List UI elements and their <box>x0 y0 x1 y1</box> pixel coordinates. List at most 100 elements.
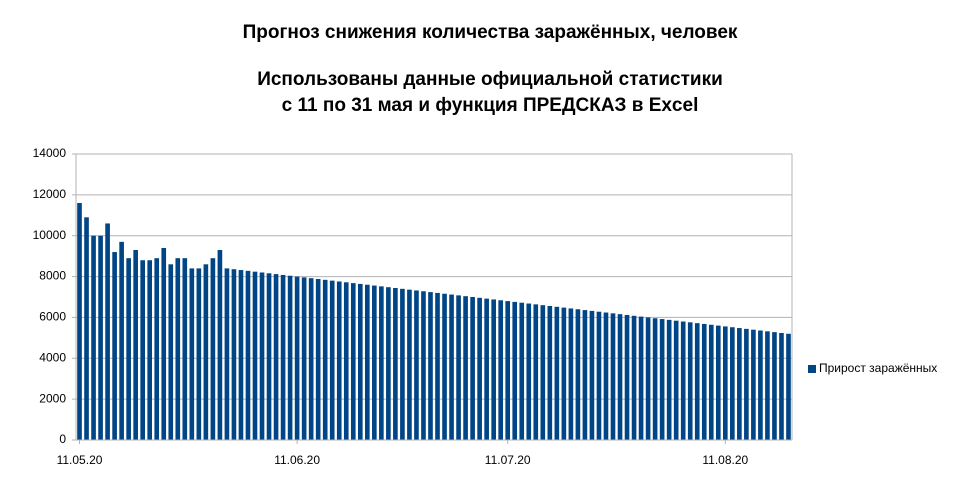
bar <box>84 217 89 440</box>
bar <box>596 311 602 440</box>
bar <box>238 270 244 440</box>
bar <box>287 275 293 440</box>
bar <box>694 323 700 440</box>
bar <box>315 279 321 440</box>
bar <box>533 304 539 440</box>
bar <box>442 293 447 440</box>
legend-swatch <box>808 365 816 373</box>
bar <box>463 296 468 440</box>
bar <box>140 260 146 440</box>
bar <box>105 223 110 440</box>
bar <box>779 332 784 440</box>
y-tick-label: 2000 <box>39 391 66 405</box>
bar <box>582 310 588 440</box>
bar <box>245 270 251 440</box>
bar <box>659 319 665 440</box>
bar <box>687 322 693 440</box>
x-tick-label: 11.06.20 <box>274 453 320 467</box>
bar <box>498 300 504 440</box>
bar <box>758 330 763 440</box>
bar <box>421 291 426 440</box>
bar <box>350 283 356 440</box>
bar <box>364 284 370 440</box>
bar <box>98 235 103 440</box>
bar <box>765 331 770 440</box>
bar <box>126 258 131 440</box>
x-tick-label: 11.07.20 <box>485 453 531 467</box>
y-tick-label: 12000 <box>33 187 67 201</box>
bar <box>751 329 756 440</box>
bar <box>266 273 272 440</box>
bar <box>133 250 138 440</box>
y-tick-label: 10000 <box>33 228 67 242</box>
bar <box>512 301 518 440</box>
chart-subtitle: Использованы данные официальной статисти… <box>257 69 723 90</box>
bar <box>561 307 567 440</box>
chart-title: Прогноз снижения количества заражённых, … <box>243 22 738 43</box>
bar <box>414 290 419 440</box>
bar <box>273 274 279 440</box>
bar <box>231 269 237 440</box>
y-tick-label: 0 <box>59 432 66 446</box>
bar <box>786 333 791 440</box>
bar <box>252 271 258 440</box>
y-tick-label: 6000 <box>39 310 66 324</box>
bar <box>715 325 721 440</box>
bar <box>336 281 342 440</box>
bar <box>701 323 707 440</box>
bar <box>322 279 328 440</box>
bar <box>519 302 525 440</box>
bar <box>645 317 651 440</box>
bar <box>217 250 223 440</box>
bar <box>400 288 405 440</box>
bar <box>737 328 742 440</box>
bar <box>147 260 153 440</box>
bar <box>308 278 314 440</box>
bar <box>407 289 412 440</box>
bar <box>379 286 384 440</box>
bar <box>189 268 195 440</box>
bar <box>652 318 658 440</box>
bar <box>470 297 475 440</box>
bar <box>203 264 209 440</box>
bar <box>112 252 117 440</box>
bar <box>540 305 546 440</box>
bar <box>680 321 686 440</box>
bar <box>673 320 679 440</box>
bar <box>610 313 616 440</box>
bar <box>210 258 216 440</box>
bar <box>666 319 672 440</box>
bar <box>393 288 398 440</box>
y-tick-label: 14000 <box>33 146 67 160</box>
bar <box>526 303 532 440</box>
bar <box>456 295 461 440</box>
bar <box>294 276 300 440</box>
bar <box>631 315 637 440</box>
bar <box>722 326 728 440</box>
bar <box>175 258 181 440</box>
bar <box>435 292 440 440</box>
y-tick-label: 8000 <box>39 269 66 283</box>
bar <box>554 306 560 440</box>
bar <box>259 272 265 440</box>
bar <box>638 316 644 440</box>
bar <box>547 305 553 440</box>
bar <box>568 308 574 440</box>
legend-label: Прирост заражённых <box>819 361 937 375</box>
bar <box>77 203 82 440</box>
x-tick-label: 11.08.20 <box>702 453 748 467</box>
bar <box>329 280 335 440</box>
bar <box>772 332 777 440</box>
bar <box>730 327 735 440</box>
bar <box>168 264 174 440</box>
bar <box>477 297 482 440</box>
bar <box>91 235 96 440</box>
bar <box>154 258 160 440</box>
x-tick-label: 11.05.20 <box>57 453 103 467</box>
y-tick-label: 4000 <box>39 350 66 364</box>
bar <box>575 309 581 440</box>
bar <box>491 299 496 440</box>
bar <box>449 294 454 440</box>
bar <box>624 314 630 440</box>
